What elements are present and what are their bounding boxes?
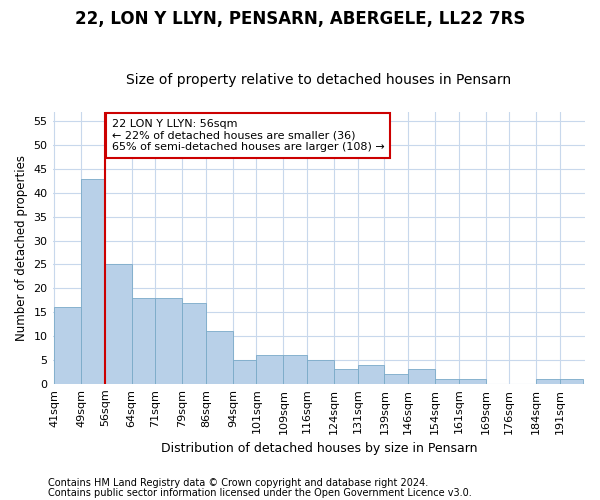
Bar — [458, 379, 485, 384]
Bar — [182, 302, 206, 384]
Title: Size of property relative to detached houses in Pensarn: Size of property relative to detached ho… — [126, 73, 511, 87]
Text: Contains HM Land Registry data © Crown copyright and database right 2024.: Contains HM Land Registry data © Crown c… — [48, 478, 428, 488]
Bar — [334, 370, 358, 384]
X-axis label: Distribution of detached houses by size in Pensarn: Distribution of detached houses by size … — [161, 442, 477, 455]
Bar — [536, 379, 560, 384]
Bar — [54, 308, 81, 384]
Bar — [233, 360, 256, 384]
Bar — [408, 370, 435, 384]
Bar — [155, 298, 182, 384]
Bar — [435, 379, 458, 384]
Bar — [132, 298, 155, 384]
Bar — [81, 178, 105, 384]
Text: 22, LON Y LLYN, PENSARN, ABERGELE, LL22 7RS: 22, LON Y LLYN, PENSARN, ABERGELE, LL22 … — [75, 10, 525, 28]
Bar — [385, 374, 408, 384]
Bar — [105, 264, 132, 384]
Bar — [358, 364, 385, 384]
Bar — [307, 360, 334, 384]
Bar — [256, 355, 283, 384]
Bar — [206, 332, 233, 384]
Y-axis label: Number of detached properties: Number of detached properties — [15, 155, 28, 341]
Text: Contains public sector information licensed under the Open Government Licence v3: Contains public sector information licen… — [48, 488, 472, 498]
Bar — [283, 355, 307, 384]
Text: 22 LON Y LLYN: 56sqm
← 22% of detached houses are smaller (36)
65% of semi-detac: 22 LON Y LLYN: 56sqm ← 22% of detached h… — [112, 119, 384, 152]
Bar — [560, 379, 583, 384]
